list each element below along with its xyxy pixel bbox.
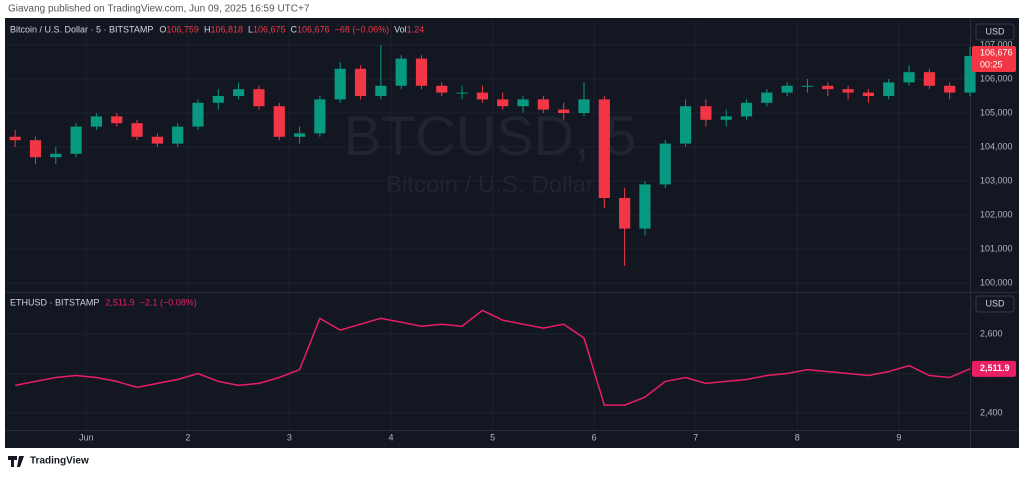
watermark-subtitle: Bitcoin / U.S. Dollar	[386, 171, 594, 198]
candle-body	[29, 140, 42, 158]
legend-value: 106,818	[210, 24, 243, 34]
y-tick-label: 100,000	[980, 277, 1013, 287]
candle-body	[111, 116, 123, 124]
candle-body	[720, 116, 732, 120]
candle-body	[761, 92, 773, 103]
candle-body	[964, 56, 976, 93]
candle-body	[740, 102, 753, 117]
currency-label: USD	[985, 26, 1005, 36]
candle-body	[781, 85, 793, 93]
candle-body	[233, 89, 245, 96]
candle-body	[131, 123, 143, 137]
candle-body	[456, 92, 468, 94]
candle-body	[212, 95, 224, 103]
candle-body	[862, 92, 875, 96]
candle-body	[944, 85, 956, 93]
x-tick-label: 3	[287, 432, 292, 442]
candle-body	[619, 197, 631, 229]
last-price-label: 2,511.9	[980, 363, 1010, 373]
y-tick-label: 2,400	[980, 407, 1003, 417]
candle-body	[253, 89, 265, 107]
legend-key: L	[248, 24, 253, 34]
candle-body	[90, 116, 103, 127]
legend-value: 106,676	[297, 24, 330, 34]
legend-value: −2.1 (−0.08%)	[140, 297, 197, 307]
countdown: 00:25	[980, 59, 1003, 69]
legend-value: 2,511.9	[105, 297, 134, 307]
plot-layer: 100,000 101,000 102,000 103,000 104,000 105,0…	[5, 20, 1016, 442]
candle-body	[293, 133, 306, 137]
legend-value: −68 (−0.06%)	[335, 24, 390, 34]
y-tick-label: 103,000	[980, 175, 1013, 185]
candle-body	[151, 136, 163, 144]
candle-body	[578, 99, 590, 113]
candle-body	[415, 58, 428, 86]
currency-label: USD	[985, 298, 1005, 308]
x-tick-label: 8	[795, 432, 800, 442]
candle-body	[659, 143, 671, 185]
legend-key: O	[159, 24, 166, 34]
candle-body	[9, 136, 21, 141]
candle-body	[700, 106, 712, 120]
candle-body	[395, 58, 407, 86]
candle-body	[679, 106, 692, 144]
x-tick-label: 5	[490, 432, 495, 442]
last-price-tag	[972, 360, 1016, 377]
last-price-label: 106,676	[980, 47, 1013, 57]
candle-body	[801, 85, 814, 87]
candle-body	[436, 85, 448, 93]
candle-body	[537, 99, 549, 110]
x-tick-label: Jun	[79, 432, 94, 442]
currency-button[interactable]	[975, 23, 1015, 41]
candle-body	[334, 68, 346, 100]
candle-body	[375, 85, 387, 96]
x-tick-label: 2	[185, 432, 190, 442]
candle-body	[476, 92, 489, 100]
candle-body	[558, 109, 570, 113]
price-line	[15, 309, 971, 406]
brand: TradingView	[30, 456, 89, 467]
candle-body	[822, 85, 834, 90]
legend-key: H	[204, 24, 211, 34]
y-tick-label: 104,000	[980, 141, 1013, 151]
x-tick-label: 6	[592, 432, 597, 442]
x-tick-label: 4	[388, 432, 393, 442]
y-tick-label: 102,000	[980, 209, 1013, 219]
candle-body	[50, 153, 62, 158]
candle-body	[70, 126, 82, 154]
series-title: Bitcoin / U.S. Dollar · 5 · BITSTAMP	[10, 24, 153, 34]
watermark: BTCUSD, 5	[344, 104, 637, 167]
candle-body	[598, 99, 610, 198]
legend-value: 106,759	[166, 24, 199, 34]
y-tick-label: 2,600	[980, 328, 1003, 338]
candle-body	[172, 126, 184, 144]
candle-body	[273, 106, 285, 137]
legend-value: 1.24	[407, 24, 425, 34]
y-tick-label: 105,000	[980, 107, 1013, 117]
last-price-tag	[972, 46, 1016, 73]
candle-body	[903, 72, 915, 83]
candle-body	[517, 99, 529, 107]
candle-body	[842, 89, 854, 93]
y-tick-label: 107,000	[980, 39, 1013, 49]
candle-body	[192, 102, 204, 127]
candle-body	[314, 99, 326, 134]
candle-body	[497, 99, 509, 107]
legend-key: Vol	[394, 24, 407, 34]
x-tick-label: 7	[693, 432, 698, 442]
publisher-note: Giavang published on TradingView.com, Ju…	[8, 4, 310, 15]
candle-body	[639, 184, 651, 229]
legend-value: 106,675	[253, 24, 286, 34]
legend-key: C	[291, 24, 298, 34]
currency-button[interactable]	[975, 295, 1015, 313]
candle-body	[923, 72, 935, 86]
series-title: ETHUSD · BITSTAMP	[10, 297, 99, 307]
candle-body	[883, 82, 895, 96]
candle-body	[354, 68, 367, 96]
x-tick-label: 9	[896, 432, 901, 442]
brand-logo	[8, 456, 24, 467]
y-tick-label: 101,000	[980, 243, 1013, 253]
y-tick-label: 106,000	[980, 73, 1013, 83]
